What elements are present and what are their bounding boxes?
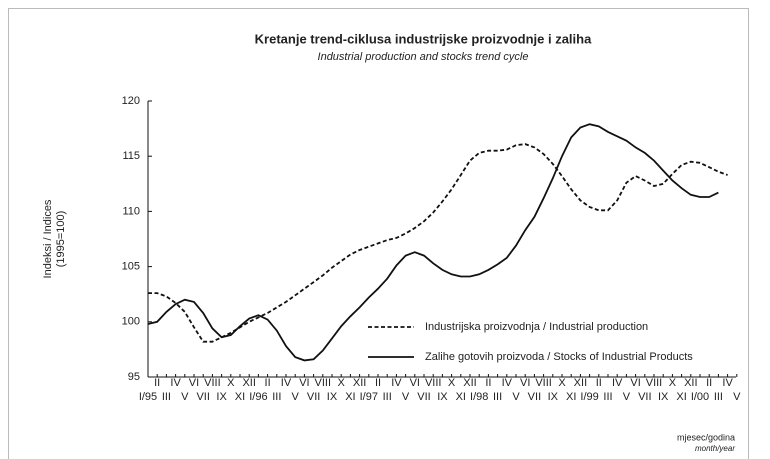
x-tick-label: IX [548, 391, 559, 403]
x-tick-label: VIII [425, 377, 442, 389]
x-tick-label: IV [722, 377, 733, 389]
x-tick-label: III [493, 391, 502, 403]
x-tick-label: VII [196, 391, 209, 403]
series-line [148, 143, 728, 343]
x-tick-label: II [485, 377, 491, 389]
x-tick-label: IX [216, 391, 227, 403]
x-tick-label: XI [345, 391, 355, 403]
legend-label: Industrijska proizvodnja / Industrial pr… [425, 321, 648, 333]
y-tick-label: 115 [122, 150, 140, 162]
x-tick-label: VII [307, 391, 320, 403]
x-tick-label: V [402, 391, 410, 403]
x-tick-label: XII [463, 377, 476, 389]
y-tick-label: 95 [128, 371, 140, 383]
x-tick-label: IV [170, 377, 181, 389]
x-tick-label: VII [528, 391, 541, 403]
x-tick-label: II [265, 377, 271, 389]
y-tick-label: 110 [122, 205, 140, 217]
series-line [147, 123, 719, 362]
x-tick-label: IX [658, 391, 669, 403]
x-tick-label: VIII [204, 377, 221, 389]
x-tick-label: VI [630, 377, 640, 389]
x-tick-label: III [714, 391, 723, 403]
x-tick-label: IV [502, 377, 513, 389]
x-tick-label: III [272, 391, 281, 403]
y-tick-label: 100 [122, 316, 140, 328]
x-tick-label: XI [676, 391, 686, 403]
x-tick-label: II [596, 377, 602, 389]
x-tick-label: VI [299, 377, 309, 389]
x-tick-label: XII [353, 377, 366, 389]
x-tick-label: X [448, 377, 456, 389]
x-tick-label: I/98 [470, 391, 488, 403]
x-tick-label: VII [638, 391, 651, 403]
y-tick-label: 120 [122, 95, 140, 107]
x-tick-label: I/96 [249, 391, 267, 403]
x-tick-label: V [512, 391, 520, 403]
chart-title: Kretanje trend-ciklusa industrijske proi… [255, 31, 592, 46]
x-tick-label: II [375, 377, 381, 389]
x-tick-label: I/95 [139, 391, 157, 403]
y-axis-label: (1995=100) [55, 211, 67, 268]
x-tick-label: IX [437, 391, 448, 403]
x-tick-label: V [292, 391, 300, 403]
x-tick-label: IV [281, 377, 292, 389]
x-tick-label: XI [456, 391, 466, 403]
x-tick-label: XII [242, 377, 255, 389]
x-tick-label: XI [566, 391, 576, 403]
x-tick-label: III [383, 391, 392, 403]
x-tick-label: X [227, 377, 235, 389]
x-tick-label: II [154, 377, 160, 389]
x-tick-label: VI [520, 377, 530, 389]
x-tick-label: VI [189, 377, 199, 389]
x-tick-label: I/97 [360, 391, 378, 403]
x-tick-label: IV [612, 377, 623, 389]
x-tick-label: IX [327, 391, 338, 403]
x-tick-label: X [669, 377, 677, 389]
x-tick-label: VIII [535, 377, 552, 389]
x-tick-label: V [181, 391, 189, 403]
x-tick-label: X [338, 377, 346, 389]
y-axis-label: Indeksi / Indices [42, 199, 54, 278]
x-tick-label: XII [574, 377, 587, 389]
x-axis-label: mjesec/godina [677, 432, 735, 442]
y-tick-label: 105 [122, 261, 140, 273]
x-axis-label: month/year [695, 444, 735, 453]
x-tick-label: VIII [315, 377, 332, 389]
x-tick-label: XI [235, 391, 245, 403]
chart-subtitle: Industrial production and stocks trend c… [318, 51, 529, 63]
x-tick-label: I/00 [691, 391, 709, 403]
x-tick-label: VII [417, 391, 430, 403]
legend-label: Zalihe gotovih proizvoda / Stocks of Ind… [425, 351, 693, 363]
x-tick-label: III [603, 391, 612, 403]
x-tick-label: IV [391, 377, 402, 389]
x-tick-label: X [558, 377, 566, 389]
frame [8, 8, 749, 459]
x-tick-label: II [706, 377, 712, 389]
x-tick-label: V [733, 391, 741, 403]
x-tick-label: III [162, 391, 171, 403]
x-tick-label: XII [684, 377, 697, 389]
x-tick-label: VI [410, 377, 420, 389]
x-tick-label: I/99 [580, 391, 598, 403]
x-tick-label: V [623, 391, 631, 403]
x-tick-label: VIII [646, 377, 663, 389]
